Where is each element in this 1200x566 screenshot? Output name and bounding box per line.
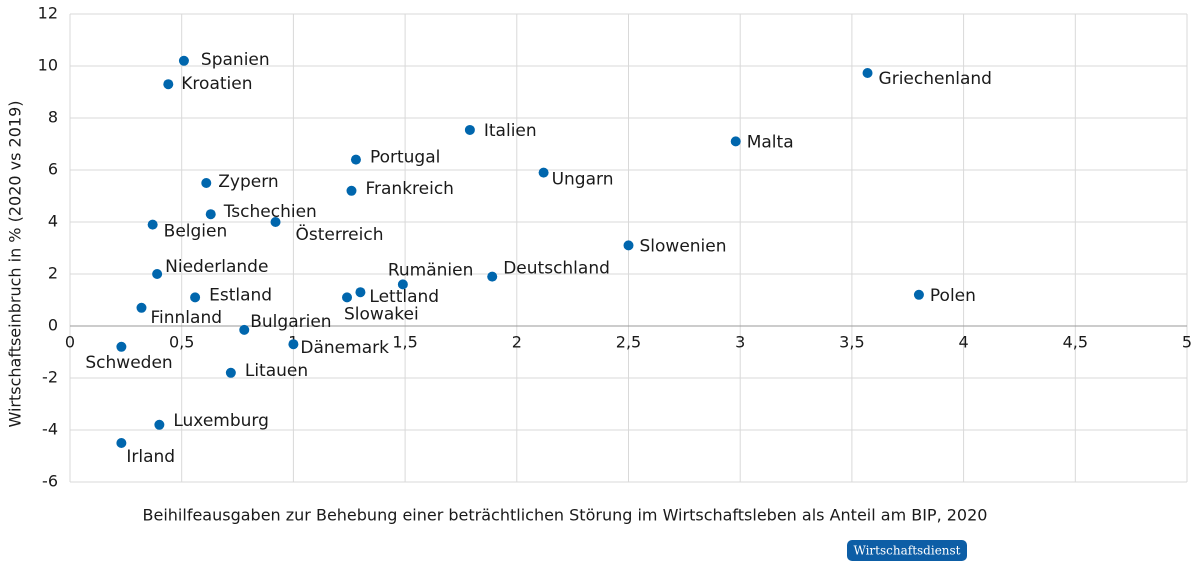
point <box>178 55 189 66</box>
point-label: Tschechien <box>223 202 317 222</box>
point <box>346 185 357 196</box>
point <box>913 289 924 300</box>
y-tick-label: 8 <box>48 108 58 127</box>
y-tick-label: 4 <box>48 212 58 231</box>
point <box>342 292 353 303</box>
x-axis-label: Beihilfeausgaben zur Behebung einer betr… <box>143 506 988 525</box>
point <box>116 438 127 448</box>
x-tick-label: 5 <box>1182 333 1192 352</box>
point <box>355 287 366 298</box>
point-label: Belgien <box>164 222 228 242</box>
point-label: Lettland <box>369 287 439 307</box>
point-label: Slowenien <box>640 236 727 256</box>
point <box>225 367 236 378</box>
point-label: Dänemark <box>300 338 389 358</box>
point-label: Kroatien <box>181 74 252 94</box>
point <box>116 341 127 352</box>
y-tick-label: -4 <box>42 420 58 439</box>
x-tick-label: 0 <box>65 333 75 352</box>
point-label: Polen <box>930 286 976 306</box>
y-tick-label: 2 <box>48 264 58 283</box>
point-label: Ungarn <box>552 170 614 190</box>
y-tick-label: -2 <box>42 368 58 387</box>
point-label: Estland <box>209 285 272 305</box>
point-label: Irland <box>126 447 175 467</box>
point-label: Schweden <box>85 353 172 373</box>
point <box>205 209 216 220</box>
point <box>623 240 634 251</box>
x-tick-label: 2 <box>512 333 522 352</box>
point-label: Niederlande <box>165 257 268 277</box>
x-tick-label: 4,5 <box>1063 333 1088 352</box>
point-label: Italien <box>484 121 537 141</box>
x-tick-label: 0,5 <box>169 333 194 352</box>
x-tick-label: 3,5 <box>839 333 864 352</box>
x-tick-label: 1,5 <box>392 333 417 352</box>
y-tick-label: -6 <box>42 472 58 491</box>
point <box>862 68 873 79</box>
point-label: Rumänien <box>388 260 474 280</box>
x-tick-label: 2,5 <box>616 333 641 352</box>
point-label: Griechenland <box>879 69 992 89</box>
point <box>163 79 174 90</box>
point <box>350 154 361 165</box>
point <box>239 324 250 335</box>
point <box>288 339 299 350</box>
point <box>397 279 408 290</box>
point <box>152 269 163 279</box>
point-label: Zypern <box>218 172 278 192</box>
point <box>201 178 212 188</box>
y-tick-label: 0 <box>48 316 58 335</box>
point <box>154 419 165 430</box>
y-tick-label: 12 <box>38 4 58 23</box>
point-label: Portugal <box>370 148 440 168</box>
point-label: Frankreich <box>365 179 454 199</box>
point-label: Deutschland <box>503 259 610 279</box>
point-label: Spanien <box>201 50 270 70</box>
point <box>270 217 281 227</box>
point <box>147 219 158 230</box>
point <box>136 302 147 313</box>
point-label: Luxemburg <box>173 411 269 431</box>
point-label: Malta <box>747 132 794 152</box>
point <box>464 124 475 135</box>
point-label: Slowakei <box>344 304 419 324</box>
point <box>730 136 741 147</box>
y-tick-label: 10 <box>38 56 58 75</box>
source-text: Wirtschaftsdienst <box>853 544 960 558</box>
point-label: Bulgarien <box>250 312 331 332</box>
point <box>538 167 549 178</box>
y-tick-label: 6 <box>48 160 58 179</box>
source-badge <box>847 540 967 561</box>
y-axis-label: Wirtschaftseinbruch in % (2020 vs 2019) <box>6 101 25 428</box>
point <box>487 271 498 282</box>
point <box>190 292 201 303</box>
x-tick-label: 4 <box>959 333 969 352</box>
point-label: Österreich <box>296 223 384 245</box>
point-label: Finnland <box>150 308 222 328</box>
x-tick-label: 3 <box>735 333 745 352</box>
point-label: Litauen <box>245 361 308 381</box>
